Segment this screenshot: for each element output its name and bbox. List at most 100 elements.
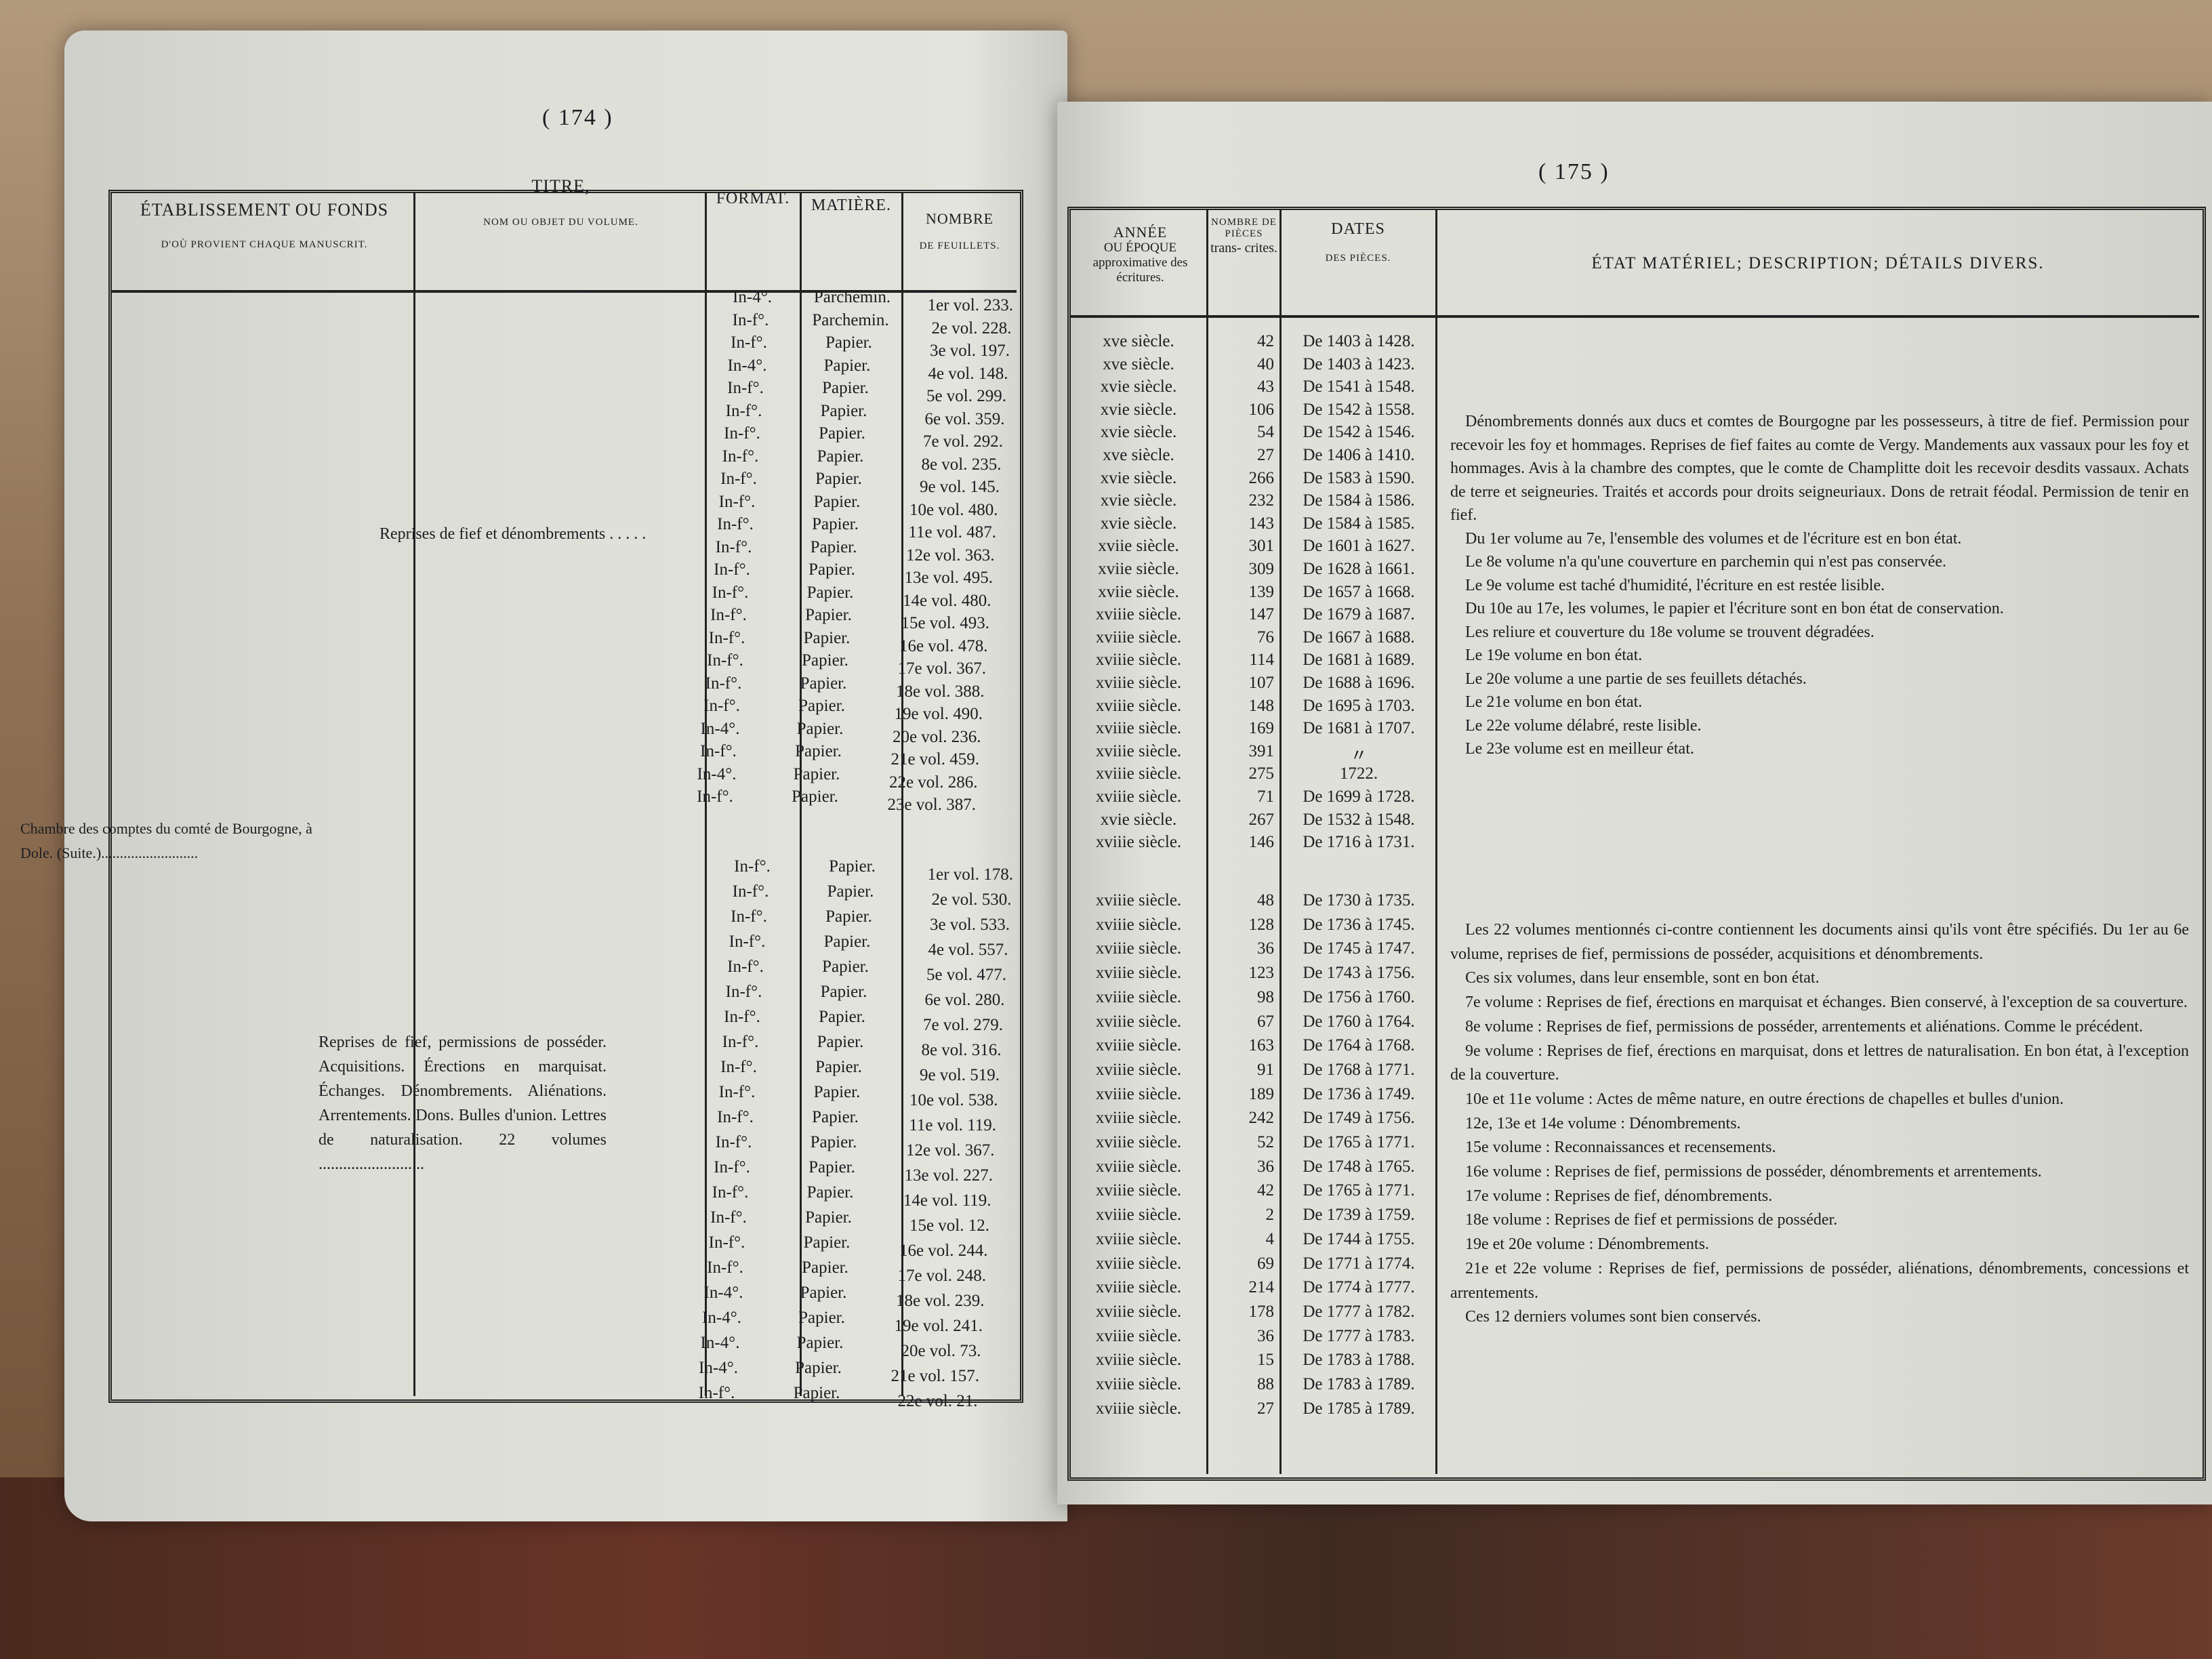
dates-cell: De 1736 à 1745. — [1303, 915, 1415, 934]
dates-cell: De 1739 à 1759. — [1303, 1206, 1415, 1225]
annee-cell: xviiie siècle. — [1095, 833, 1182, 852]
dates-cell: De 1756 à 1760. — [1303, 987, 1415, 1006]
annee-cell: xviiie siècle. — [1095, 1084, 1182, 1103]
nombre-pieces-cell: 391 — [1248, 741, 1275, 760]
left-header-rule — [112, 290, 1017, 293]
matiere-cell: Papier. — [820, 401, 867, 420]
format-cell: In-f°. — [718, 1083, 756, 1101]
dates-cell: De 1777 à 1782. — [1303, 1302, 1415, 1321]
annee-cell: xviiie siècle. — [1095, 787, 1182, 806]
annee-cell: xvie siècle. — [1100, 423, 1177, 442]
description-paragraph: 12e, 13e et 14e volume : Dénombrements. — [1465, 1114, 1741, 1132]
matiere-cell: Papier. — [803, 1233, 851, 1252]
dates-cell: De 1681 à 1707. — [1303, 719, 1415, 738]
left-col-divider — [901, 193, 903, 1396]
feuillets-cell: 3e vol. 533. — [929, 916, 1010, 934]
feuillets-cell: 12e vol. 367. — [905, 1141, 995, 1160]
annee-cell: xviiie siècle. — [1095, 987, 1182, 1006]
dates-cell: De 1688 à 1696. — [1303, 674, 1415, 692]
nombre-pieces-cell: 15 — [1257, 1351, 1274, 1370]
description-paragraph: 7e volume : Reprises de fief, érections … — [1465, 994, 2188, 1012]
page-number-left: ( 174 ) — [542, 105, 613, 130]
format-cell: In-f°. — [724, 1008, 760, 1026]
annee-cell: xvie siècle. — [1100, 514, 1177, 533]
header-matiere-title: MATIÈRE. — [811, 197, 891, 214]
feuillets-cell: 2e vol. 228. — [931, 319, 1012, 337]
format-cell: In-f°. — [714, 560, 750, 579]
format-cell: In-f°. — [705, 674, 742, 693]
nombre-pieces-cell: 123 — [1248, 964, 1275, 983]
annee-cell: xviiie siècle. — [1095, 674, 1182, 692]
description-paragraph: 17e volume : Reprises de fief, dénombrem… — [1465, 1187, 1773, 1205]
nombre-pieces-cell: 71 — [1257, 787, 1274, 806]
format-cell: In-f°. — [734, 857, 771, 876]
titre-group-2: Reprises de fief, permissions de posséde… — [319, 1033, 607, 1173]
feuillets-cell: 16e vol. 244. — [899, 1242, 988, 1260]
matiere-cell: Papier. — [822, 958, 869, 976]
dates-cell: De 1628 à 1661. — [1303, 560, 1415, 578]
feuillets-cell: 6e vol. 359. — [924, 409, 1005, 428]
annee-cell: xviiie siècle. — [1095, 1109, 1182, 1128]
format-cell: In-f°. — [717, 1108, 754, 1126]
dates-cell: De 1777 à 1783. — [1303, 1326, 1415, 1345]
feuillets-cell: 1er vol. 178. — [927, 865, 1013, 884]
matiere-cell: Papier. — [817, 1033, 864, 1051]
description-paragraph: 21e et 22e volume : Reprises de fief, pe… — [1450, 1259, 2189, 1302]
nombre-pieces-cell: 309 — [1248, 560, 1275, 578]
matiere-cell: Papier. — [803, 628, 851, 647]
annee-cell: xviiie siècle. — [1095, 764, 1182, 783]
description-paragraph: Les reliure et couverture du 18e volume … — [1465, 623, 1875, 641]
feuillets-cell: 22e vol. 286. — [888, 773, 978, 792]
feuillets-cell: 17e vol. 248. — [897, 1267, 986, 1285]
matiere-cell: Papier. — [793, 1384, 840, 1402]
description-paragraph: Ces six volumes, dans leur ensemble, son… — [1465, 969, 1820, 987]
nombre-pieces-cell: 91 — [1257, 1060, 1274, 1079]
nombre-pieces-cell: 48 — [1257, 891, 1274, 909]
right-col-divider — [1279, 210, 1282, 1474]
matiere-cell: Papier. — [812, 1108, 859, 1126]
matiere-cell: Papier. — [795, 742, 842, 760]
description-paragraph: 16e volume : Reprises de fief, permissio… — [1465, 1163, 2042, 1181]
format-cell: In-f°. — [697, 787, 733, 806]
right-page — [1057, 102, 2212, 1504]
annee-cell: xviiie siècle. — [1095, 696, 1182, 715]
annee-cell: xvie siècle. — [1100, 491, 1177, 510]
feuillets-cell: 9e vol. 145. — [919, 478, 1000, 496]
dates-cell: De 1542 à 1558. — [1303, 400, 1415, 419]
feuillets-cell: 10e vol. 538. — [909, 1091, 998, 1109]
right-col-divider — [1435, 210, 1437, 1474]
matiere-cell: Papier. — [800, 1284, 847, 1302]
annee-cell: xviiie siècle. — [1095, 964, 1182, 983]
format-cell: In-4°. — [700, 1334, 740, 1352]
header-dates: DATES DES PIÈCES. — [1281, 220, 1435, 264]
dates-cell: De 1745 à 1747. — [1303, 939, 1415, 958]
annee-cell: xviie siècle. — [1098, 560, 1179, 578]
nombre-pieces-cell: 27 — [1257, 1399, 1274, 1418]
format-cell: In-f°. — [712, 1183, 749, 1202]
nombre-pieces-cell: 143 — [1248, 514, 1275, 533]
matiere-cell: Papier. — [806, 583, 854, 602]
dates-cell: De 1783 à 1788. — [1303, 1351, 1415, 1370]
format-cell: In-f°. — [732, 310, 769, 329]
format-cell: In-f°. — [727, 958, 764, 976]
matiere-cell: Papier. — [800, 674, 847, 693]
nombre-pieces-cell: 98 — [1257, 987, 1274, 1006]
annee-cell: xvie siècle. — [1100, 400, 1177, 419]
format-cell: In-f°. — [715, 537, 752, 556]
annee-cell: xvie siècle. — [1100, 810, 1177, 829]
dates-cell: De 1601 à 1627. — [1303, 537, 1415, 556]
format-cell: In-f°. — [700, 742, 737, 760]
right-col-divider — [1206, 210, 1208, 1474]
left-table-frame — [108, 190, 1023, 1403]
matiere-cell: Papier. — [796, 719, 844, 738]
feuillets-cell: 12e vol. 363. — [905, 546, 995, 565]
description-paragraph: 15e volume : Reconnaissances et recensem… — [1465, 1139, 1776, 1157]
feuillets-cell: 7e vol. 279. — [922, 1016, 1003, 1034]
dates-cell: De 1406 à 1410. — [1303, 446, 1415, 464]
dates-cell: De 1771 à 1774. — [1303, 1254, 1415, 1273]
nombre-pieces-cell: 107 — [1248, 674, 1275, 692]
matiere-cell: Papier. — [805, 1208, 852, 1227]
header-titre-sub: NOM OU OBJET DU VOLUME. — [483, 216, 638, 228]
matiere-cell: Papier. — [802, 1258, 848, 1277]
nombre-pieces-cell: 36 — [1257, 939, 1274, 958]
